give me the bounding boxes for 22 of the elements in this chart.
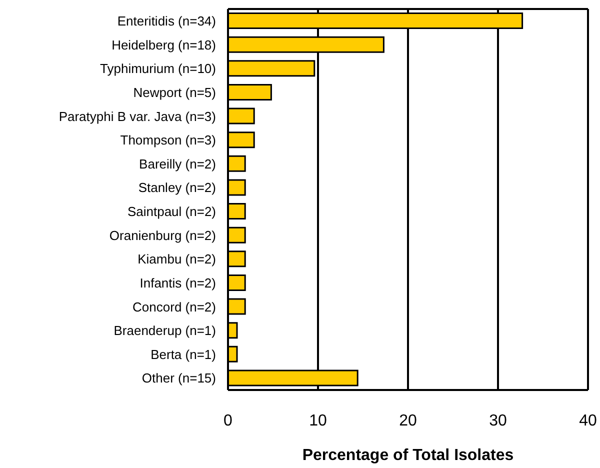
y-tick-label: Enteritidis (n=34) [117, 14, 216, 29]
y-tick-label: Concord (n=2) [132, 299, 216, 314]
y-tick-label: Other (n=15) [142, 370, 216, 386]
y-tick-label: Paratyphi B var. Java (n=3) [58, 108, 216, 124]
y-tick-label: Saintpaul (n=2) [127, 204, 216, 220]
y-tick-label: Stanley (n=2) [138, 180, 216, 196]
y-tick-label: Braenderup (n=1) [114, 323, 216, 338]
x-tick-label: 20 [399, 412, 417, 430]
x-tick-label: 10 [309, 412, 327, 430]
y-tick-label: Thompson (n=3) [120, 132, 216, 148]
y-tick-label: Oranienburg (n=2) [109, 228, 216, 243]
y-tick-label: Newport (n=5) [133, 84, 216, 100]
y-tick-label: Infantis (n=2) [140, 275, 216, 290]
x-tick-label: 40 [579, 412, 597, 430]
y-tick-label: Heidelberg (n=18) [112, 37, 216, 52]
y-tick-label: Kiambu (n=2) [138, 252, 216, 267]
y-tick-label: Typhimurium (n=10) [100, 61, 216, 76]
y-tick-label: Berta (n=1) [150, 346, 216, 362]
x-axis-title: Percentage of Total Isolates [302, 447, 514, 464]
x-tick-label: 0 [224, 412, 233, 430]
y-tick-label: Bareilly (n=2) [139, 156, 216, 172]
x-tick-label: 30 [489, 412, 507, 430]
